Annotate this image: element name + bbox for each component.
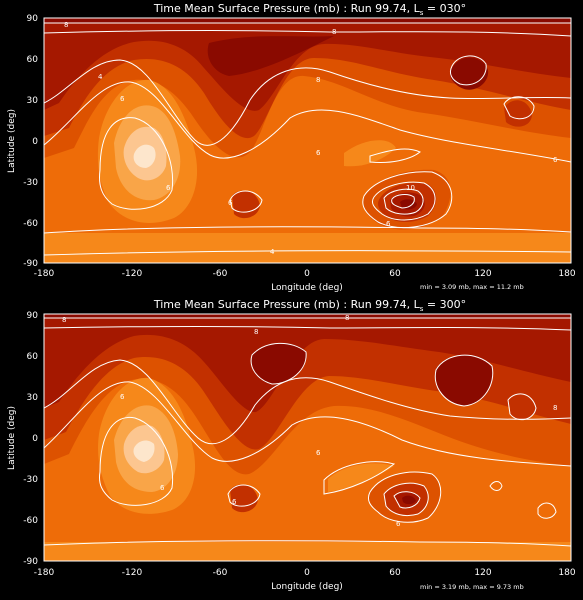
panel-b-ytick: -60 bbox=[23, 516, 38, 526]
panel-b-xtick: 0 bbox=[304, 568, 310, 578]
panel-b-clabel: 6 bbox=[316, 449, 321, 457]
panel-a-clabel: 4 bbox=[270, 248, 275, 256]
panel-a-ytick: 30 bbox=[27, 96, 39, 106]
panel-b-clabel: 8 bbox=[254, 328, 258, 336]
panel-a-contour-labels: 4 4 6 6 6 6 6 6 8 8 8 10 bbox=[64, 21, 558, 256]
panel-a-ytick: -60 bbox=[23, 219, 38, 229]
panel-b-clabel: 6 bbox=[160, 484, 165, 492]
panel-b-ytick: -30 bbox=[23, 475, 38, 485]
panel-b-clabel: 8 bbox=[345, 314, 349, 322]
panel-b-clabel: 6 bbox=[120, 393, 125, 401]
panel-b-frame bbox=[43, 313, 572, 562]
panel-a-xtick: 0 bbox=[304, 269, 310, 279]
panel-b-xtick: -60 bbox=[213, 568, 228, 578]
panel-a-xtick: -120 bbox=[122, 269, 143, 279]
panel-b-ytick: 0 bbox=[32, 434, 38, 444]
panel-a-xtick: 120 bbox=[474, 269, 491, 279]
panel-b-xtick: 120 bbox=[474, 568, 491, 578]
panel-b-clabel: 6 bbox=[232, 498, 237, 506]
panel-b: Time Mean Surface Pressure (mb) : Run 99… bbox=[7, 298, 576, 592]
panel-a: Time Mean Surface Pressure (mb) : Run 99… bbox=[7, 2, 576, 293]
panel-a-y-ticks: 90 60 30 0 -30 -60 -90 bbox=[23, 14, 38, 269]
panel-a-ytick: 90 bbox=[27, 14, 39, 24]
panel-a-ytick: 60 bbox=[27, 55, 39, 65]
panel-b-xtick: -180 bbox=[34, 568, 55, 578]
panel-a-x-ticks: -180 -120 -60 0 60 120 180 bbox=[34, 269, 576, 279]
panel-b-clabel: 8 bbox=[553, 404, 557, 412]
panel-b-xtick: 60 bbox=[389, 568, 401, 578]
panel-a-ytick: -30 bbox=[23, 178, 38, 188]
panel-b-field: 6 6 6 6 6 8 8 8 8 bbox=[44, 314, 571, 561]
panel-a-xlabel: Longitude (deg) bbox=[271, 283, 343, 293]
panel-a-clabel: 10 bbox=[406, 184, 415, 192]
panel-b-title: Time Mean Surface Pressure (mb) : Run 99… bbox=[153, 298, 466, 313]
panel-b-ytick: 60 bbox=[27, 352, 39, 362]
panel-a-ytick: 0 bbox=[32, 137, 38, 147]
panel-b-minmax: min = 3.19 mb, max = 9.73 mb bbox=[420, 583, 524, 591]
panel-a-clabel: 6 bbox=[316, 149, 321, 157]
panel-a-ylabel: Latitude (deg) bbox=[7, 109, 17, 173]
panel-b-ylabel: Latitude (deg) bbox=[7, 406, 17, 470]
panel-a-xtick: -180 bbox=[34, 269, 55, 279]
panel-a-frame bbox=[43, 17, 572, 264]
panel-a-clabel: 6 bbox=[228, 199, 233, 207]
panel-a-clabel: 4 bbox=[98, 73, 103, 81]
panel-a-clabel: 8 bbox=[332, 28, 336, 36]
panel-a-clabel: 6 bbox=[120, 95, 125, 103]
panel-a-clabel: 6 bbox=[386, 220, 391, 228]
panel-b-ytick: -90 bbox=[23, 557, 38, 567]
panel-b-xtick: -120 bbox=[122, 568, 143, 578]
panel-b-ytick: 90 bbox=[27, 311, 39, 321]
panel-a-clabel: 8 bbox=[64, 21, 68, 29]
panel-a-minmax: min = 3.09 mb, max = 11.2 mb bbox=[420, 283, 524, 291]
panel-b-y-ticks: 90 60 30 0 -30 -60 -90 bbox=[23, 311, 38, 567]
panel-a-clabel: 8 bbox=[316, 76, 320, 84]
panel-b-xlabel: Longitude (deg) bbox=[271, 582, 343, 592]
panel-b-ytick: 30 bbox=[27, 393, 39, 403]
panel-b-clabel: 8 bbox=[62, 316, 66, 324]
panel-a-title: Time Mean Surface Pressure (mb) : Run 99… bbox=[153, 2, 466, 17]
panel-a-clabel: 6 bbox=[166, 184, 171, 192]
panel-a-field: 4 4 6 6 6 6 6 6 8 8 8 10 bbox=[44, 18, 571, 263]
panel-b-clabel: 6 bbox=[396, 520, 401, 528]
panel-b-contour-labels: 6 6 6 6 6 8 8 8 8 bbox=[62, 314, 557, 528]
panel-a-xtick: -60 bbox=[213, 269, 228, 279]
panel-a-ytick: -90 bbox=[23, 259, 38, 269]
panel-b-x-ticks: -180 -120 -60 0 60 120 180 bbox=[34, 568, 576, 578]
panel-a-xtick: 180 bbox=[558, 269, 575, 279]
panel-a-xtick: 60 bbox=[389, 269, 401, 279]
panel-a-clabel: 6 bbox=[553, 156, 558, 164]
panel-b-xtick: 180 bbox=[558, 568, 575, 578]
